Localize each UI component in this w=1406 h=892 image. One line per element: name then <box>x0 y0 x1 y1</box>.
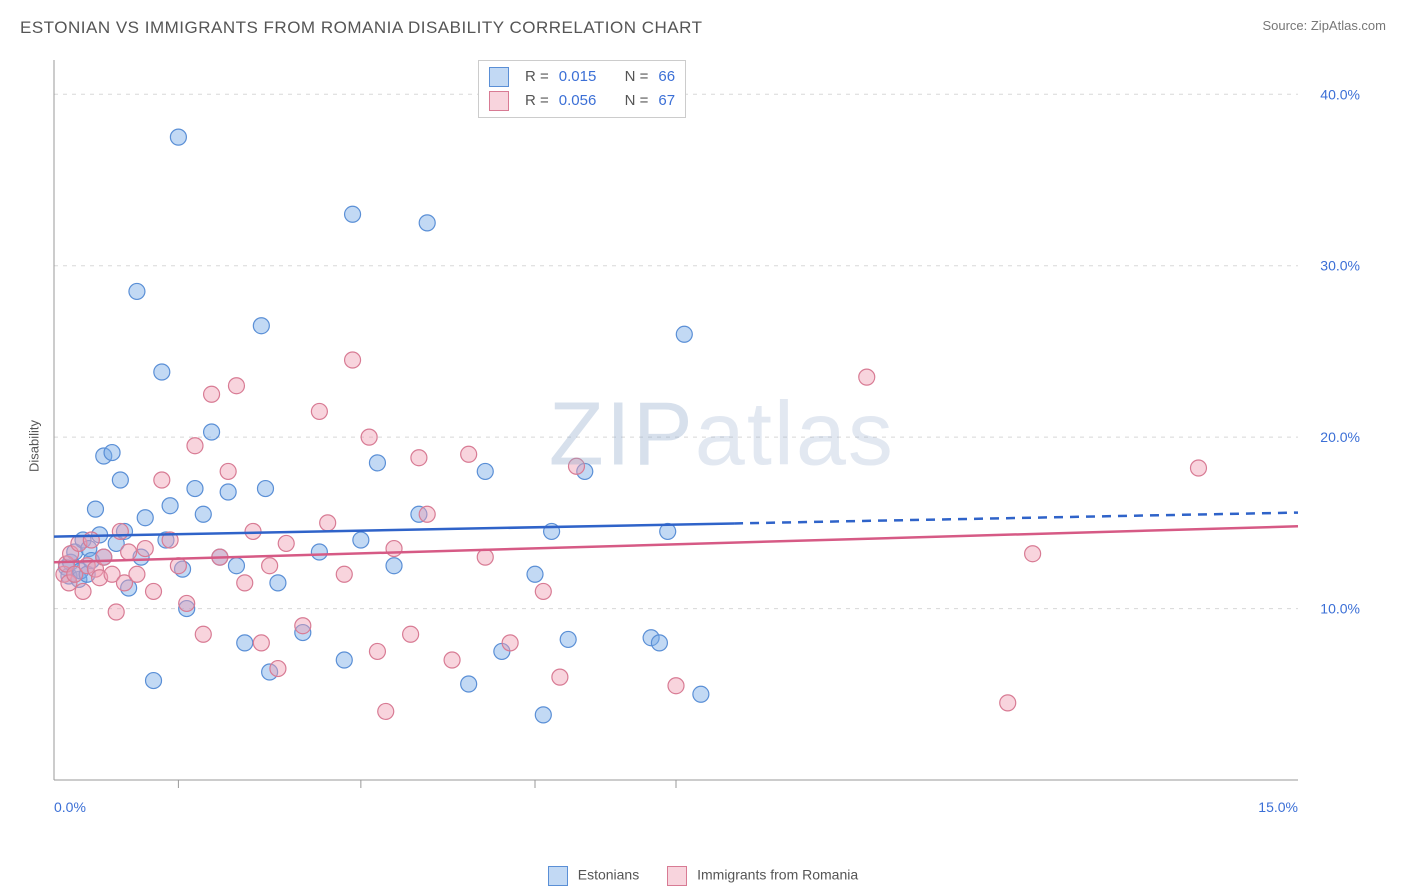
legend-label-romania: Immigrants from Romania <box>697 867 858 883</box>
stats-row-estonians: R = 0.015 N = 66 <box>489 65 675 89</box>
swatch-romania-icon <box>489 91 509 111</box>
n-label-2: N = <box>625 89 649 113</box>
swatch-romania-icon <box>667 866 687 886</box>
svg-text:10.0%: 10.0% <box>1320 601 1360 617</box>
legend-item-estonians: Estonians <box>548 866 639 886</box>
r-label: R = <box>525 65 549 89</box>
stats-legend-box: R = 0.015 N = 66 R = 0.056 N = 67 <box>478 60 686 118</box>
bottom-legend: Estonians Immigrants from Romania <box>0 866 1406 886</box>
r-value-estonians: 0.015 <box>559 65 597 89</box>
chart-area: 10.0%20.0%30.0%40.0%0.0%15.0% ZIPatlas R… <box>48 58 1368 828</box>
source-prefix: Source: <box>1262 18 1310 33</box>
svg-text:15.0%: 15.0% <box>1258 799 1298 815</box>
svg-text:20.0%: 20.0% <box>1320 429 1360 445</box>
stats-row-romania: R = 0.056 N = 67 <box>489 89 675 113</box>
swatch-estonians-icon <box>489 67 509 87</box>
n-value-romania: 67 <box>658 89 675 113</box>
swatch-estonians-icon <box>548 866 568 886</box>
n-value-estonians: 66 <box>658 65 675 89</box>
r-label-2: R = <box>525 89 549 113</box>
source-name: ZipAtlas.com <box>1311 18 1386 33</box>
n-label: N = <box>625 65 649 89</box>
r-value-romania: 0.056 <box>559 89 597 113</box>
legend-item-romania: Immigrants from Romania <box>667 866 858 886</box>
legend-label-estonians: Estonians <box>578 867 639 883</box>
svg-text:40.0%: 40.0% <box>1320 86 1360 102</box>
svg-text:30.0%: 30.0% <box>1320 258 1360 274</box>
chart-source: Source: ZipAtlas.com <box>1262 18 1386 33</box>
chart-title: ESTONIAN VS IMMIGRANTS FROM ROMANIA DISA… <box>20 18 703 38</box>
svg-text:0.0%: 0.0% <box>54 799 86 815</box>
scatter-plot-svg: 10.0% 20.0% 30.0% 40.0% 0.0% 15.0% <box>48 58 1368 828</box>
y-axis-label: Disability <box>27 420 42 472</box>
